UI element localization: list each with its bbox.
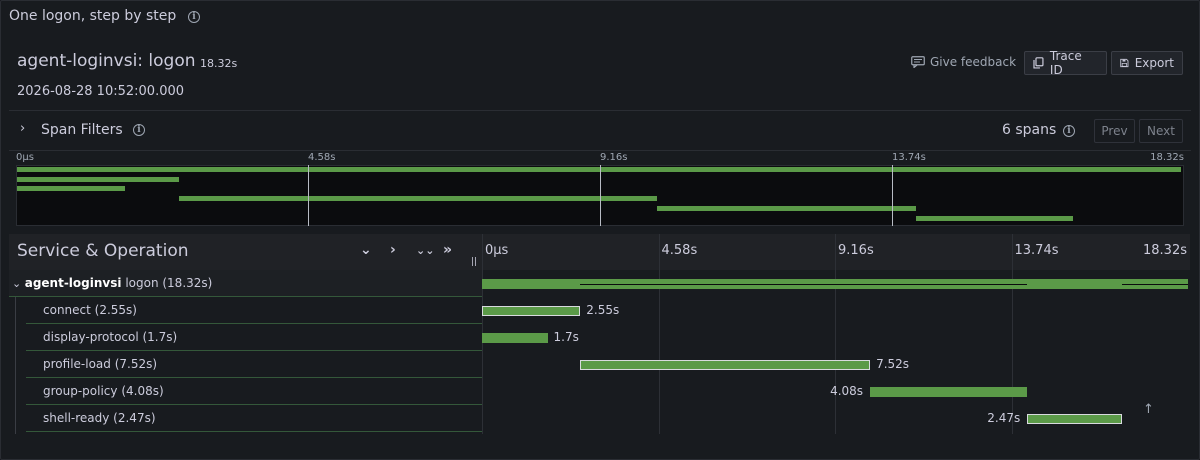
span-row[interactable]: ⌄ agent-loginvsi logon (18.32s) bbox=[9, 270, 482, 297]
span-count: 6 spans bbox=[1002, 122, 1057, 138]
info-icon[interactable]: i bbox=[1063, 125, 1075, 137]
service-name: agent-loginvsi bbox=[24, 276, 122, 290]
minimap-span-bar bbox=[656, 206, 917, 211]
export-label: Export bbox=[1134, 56, 1174, 70]
give-feedback-label: Give feedback bbox=[930, 55, 1017, 69]
span-duration-label: 4.08s bbox=[830, 384, 864, 398]
trace-name: agent-loginvsi: logon bbox=[17, 51, 196, 71]
give-feedback-link[interactable]: Give feedback bbox=[911, 55, 1016, 69]
span-list: ⌄ agent-loginvsi logon (18.32s) connect (… bbox=[9, 270, 482, 434]
column-resizer-handle[interactable]: || bbox=[471, 257, 478, 267]
minimap-span-bar bbox=[179, 196, 657, 201]
minimap-span-bar bbox=[17, 186, 125, 191]
span-bar[interactable] bbox=[482, 306, 581, 316]
operation-name: connect (2.55s) bbox=[43, 303, 137, 317]
span-row[interactable]: shell-ready (2.47s) bbox=[26, 405, 482, 432]
minimap-tick-label: 0µs bbox=[16, 152, 34, 163]
timeline-grid-line bbox=[1011, 234, 1013, 434]
span-bar[interactable] bbox=[482, 333, 548, 343]
copy-icon bbox=[1033, 57, 1044, 69]
tree-connector bbox=[15, 270, 16, 434]
span-duration-label: 7.52s bbox=[876, 357, 910, 371]
minimap-tick-line bbox=[892, 165, 893, 226]
arrow-up-icon[interactable]: ↑ bbox=[1143, 402, 1154, 417]
collapse-one-icon[interactable]: ⌄ bbox=[360, 242, 372, 258]
root-span-segment bbox=[580, 284, 871, 285]
operation-name: profile-load (7.52s) bbox=[43, 357, 158, 371]
timeline-grid-line bbox=[658, 234, 660, 434]
info-icon[interactable]: i bbox=[133, 124, 145, 136]
span-label: ⌄ agent-loginvsi logon (18.32s) bbox=[12, 276, 212, 290]
expand-one-icon[interactable]: › bbox=[390, 242, 396, 258]
timeline-tick-label: 18.32s bbox=[1143, 243, 1187, 258]
divider bbox=[9, 110, 1191, 111]
minimap-span-bar bbox=[17, 177, 180, 182]
span-filters-toggle[interactable]: Span Filters bbox=[41, 122, 123, 138]
save-icon bbox=[1120, 58, 1129, 68]
panel-title: One logon, step by step bbox=[9, 8, 177, 24]
span-row[interactable]: group-policy (4.08s) bbox=[26, 378, 482, 405]
expand-all-icon[interactable]: » bbox=[443, 242, 453, 258]
chevron-right-icon[interactable]: › bbox=[20, 121, 26, 136]
operation-name: logon (18.32s) bbox=[121, 276, 213, 290]
span-bar[interactable] bbox=[1027, 414, 1123, 424]
timeline-tick-label: 13.74s bbox=[1014, 243, 1059, 258]
root-span-segment bbox=[870, 284, 1028, 285]
span-bar[interactable] bbox=[580, 360, 871, 370]
trace-id-label: Trace ID bbox=[1049, 49, 1082, 77]
timeline-tick-label: 9.16s bbox=[838, 243, 874, 258]
divider bbox=[9, 150, 1191, 151]
minimap-tick-label: 9.16s bbox=[600, 152, 628, 163]
minimap-ticks: 0µs 4.58s 9.16s 13.74s 18.32s bbox=[14, 151, 1186, 165]
span-duration-label: 2.47s bbox=[987, 411, 1021, 425]
collapse-all-icon[interactable]: ⌄⌄ bbox=[416, 244, 435, 257]
trace-duration: 18.32s bbox=[200, 57, 238, 70]
root-span-segment bbox=[1122, 284, 1188, 285]
minimap-tick-label: 18.32s bbox=[1150, 152, 1184, 163]
timeline-tick-label: 0µs bbox=[485, 243, 509, 258]
operation-name: shell-ready (2.47s) bbox=[43, 411, 156, 425]
minimap-tick-label: 4.58s bbox=[308, 152, 336, 163]
export-button[interactable]: Export bbox=[1111, 51, 1183, 75]
timeline-tick-label: 4.58s bbox=[661, 243, 698, 258]
operation-name: group-policy (4.08s) bbox=[43, 384, 164, 398]
next-button[interactable]: Next bbox=[1139, 119, 1183, 143]
prev-button[interactable]: Prev bbox=[1094, 119, 1135, 143]
operation-name: display-protocol (1.7s) bbox=[43, 330, 178, 344]
info-icon[interactable]: i bbox=[188, 11, 200, 23]
trace-id-button[interactable]: Trace ID bbox=[1024, 49, 1107, 77]
trace-start-time: 2026-08-28 10:52:00.000 bbox=[17, 84, 185, 99]
span-row[interactable]: connect (2.55s) bbox=[26, 297, 482, 324]
span-row[interactable]: display-protocol (1.7s) bbox=[26, 324, 482, 351]
span-duration-label: 1.7s bbox=[553, 330, 579, 344]
span-bar[interactable] bbox=[870, 387, 1028, 397]
chevron-down-icon[interactable]: ⌄ bbox=[12, 277, 25, 290]
span-duration-label: 2.55s bbox=[586, 303, 620, 317]
comment-icon bbox=[911, 56, 925, 68]
span-row[interactable]: profile-load (7.52s) bbox=[26, 351, 482, 378]
trace-minimap[interactable]: 0µs 4.58s 9.16s 13.74s 18.32s bbox=[14, 151, 1186, 226]
minimap-tick-line bbox=[600, 165, 601, 226]
minimap-span-bar bbox=[17, 167, 1181, 172]
timeline-grid-line bbox=[835, 234, 836, 434]
service-operation-header: Service & Operation bbox=[17, 241, 189, 261]
minimap-tick-label: 13.74s bbox=[892, 152, 926, 163]
minimap-span-bar bbox=[916, 216, 1073, 221]
minimap-tick-line bbox=[308, 165, 309, 226]
timeline-header: Service & Operation ⌄ › ⌄⌄ » 0µs 4.58s 9.1… bbox=[9, 234, 1190, 270]
